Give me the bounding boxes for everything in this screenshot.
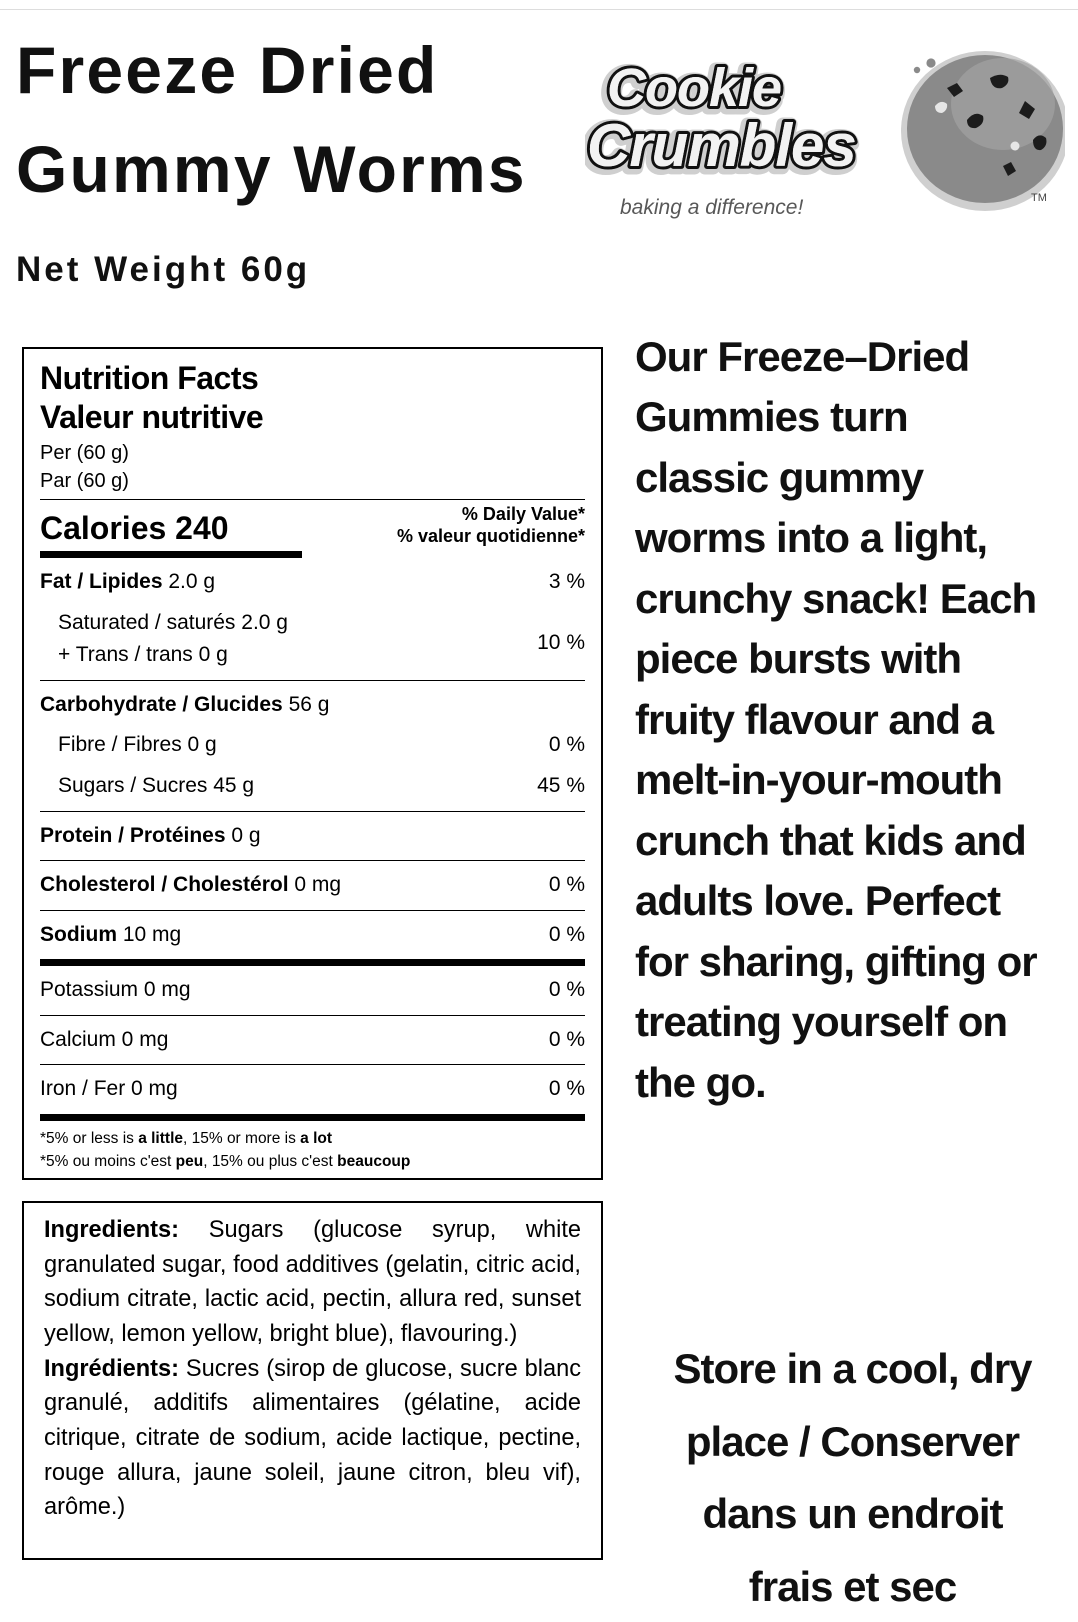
svg-text:baking a difference!: baking a difference! [620, 196, 803, 219]
svg-text:Cookie: Cookie [607, 58, 781, 118]
svg-text:TM: TM [1031, 192, 1047, 204]
svg-text:Crumbles: Crumbles [587, 112, 856, 179]
